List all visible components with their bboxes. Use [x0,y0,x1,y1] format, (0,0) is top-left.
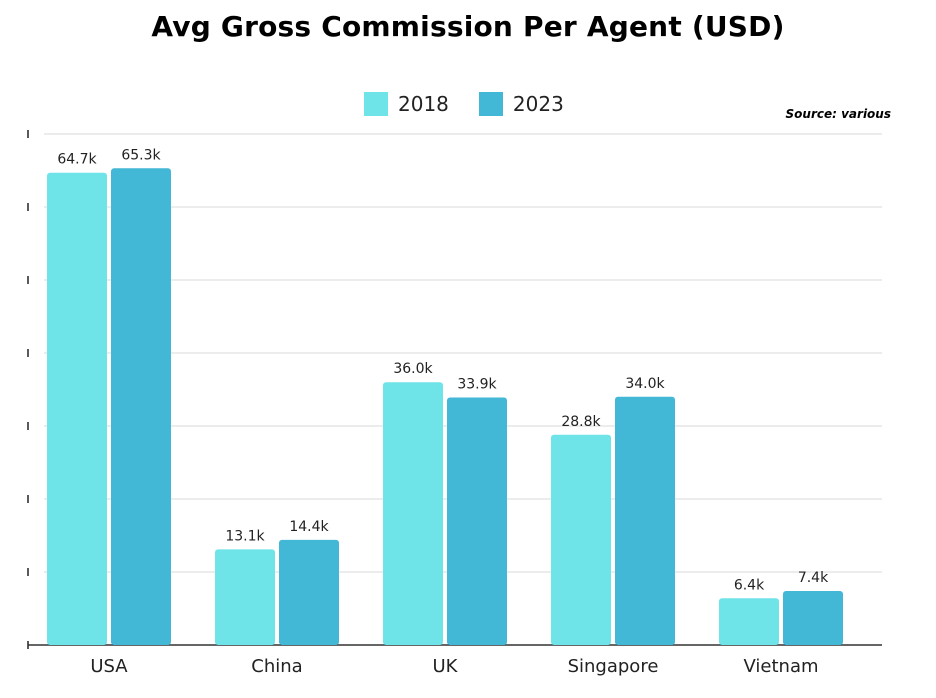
legend-item-2018: 2018 [364,92,449,116]
bar-2018 [719,598,779,645]
bar-2023 [783,590,843,645]
data-label: 14.4k [289,519,329,535]
x-tick-label: Vietnam [743,656,818,677]
bar-2018 [215,549,275,645]
x-tick-label: Singapore [568,656,659,677]
x-tick-label: UK [433,656,459,677]
data-label: 28.8k [561,414,601,430]
x-tick-label: USA [90,656,128,677]
chart-title: Avg Gross Commission Per Agent (USD) [151,10,785,43]
legend-label-2023: 2023 [512,92,564,116]
legend-item-2023: 2023 [478,92,564,116]
data-label: 13.1k [225,528,265,544]
bar-2018 [383,382,443,645]
source-note: Source: various [785,107,891,121]
data-label: 64.7k [57,152,97,168]
legend-label-2018: 2018 [398,92,449,116]
data-label: 6.4k [734,577,765,593]
data-label: 65.3k [121,147,161,163]
x-tick-label: China [251,656,302,677]
bar-2023 [279,539,339,645]
bar-2023 [615,396,675,645]
bar-2018 [551,434,611,645]
data-label: 36.0k [393,361,433,377]
bar-2023 [447,397,507,645]
bar-2023 [111,168,171,645]
bar-2018 [47,172,107,645]
legend-swatch-2023 [478,92,503,116]
data-label: 7.4k [798,570,829,586]
legend: 2018 2023 [364,92,594,116]
data-label: 34.0k [625,376,665,392]
legend-swatch-2018 [364,92,388,116]
data-label: 33.9k [457,377,497,393]
